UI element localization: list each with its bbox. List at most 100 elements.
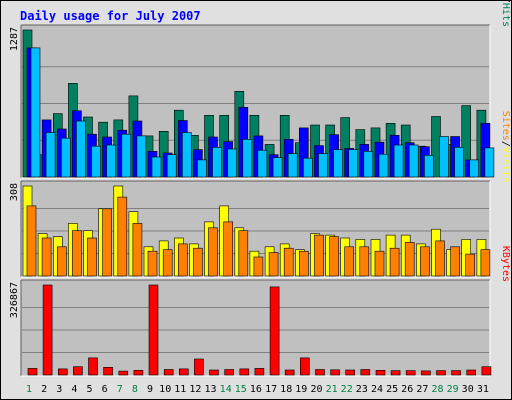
bar-sites-day-28 [435,240,445,277]
x-tick-label-day-27: 27 [416,384,428,395]
x-tick-label-day-29: 29 [447,384,459,395]
bar-pages-day-5 [91,145,101,178]
bar-sites-day-23 [359,246,370,277]
bar-kbytes-day-24 [375,369,386,376]
bar-kbytes-day-19 [299,357,310,376]
bar-kbytes-day-13 [209,369,219,376]
bar-pages-day-4 [76,120,86,178]
x-tick-label-day-19: 19 [295,384,307,395]
x-tick-label-day-7: 7 [117,384,123,395]
bar-sites-day-17 [268,252,279,277]
bar-kbytes-day-22 [345,369,356,376]
x-tick-label-day-30: 30 [462,384,474,395]
bar-kbytes-day-18 [284,369,295,376]
bar-pages-day-9 [151,156,162,178]
x-tick-label-day-25: 25 [386,384,398,395]
legend-item: / [500,0,511,3]
bar-kbytes-day-8 [133,369,144,376]
x-tick-label-day-2: 2 [41,384,47,395]
bar-sites-day-14 [223,221,233,277]
bar-kbytes-day-12 [194,358,204,376]
bar-pages-day-18 [287,153,298,178]
x-tick-label-day-4: 4 [71,384,77,395]
x-tick-label-day-21: 21 [326,384,338,395]
bar-kbytes-day-16 [254,368,265,376]
bar-sites-day-31 [480,249,491,277]
bar-kbytes-day-29 [451,370,461,376]
bar-pages-day-26 [408,144,419,178]
bar-kbytes-day-4 [73,366,83,376]
bar-sites-day-10 [162,249,173,277]
bar-sites-day-29 [450,246,460,277]
legend-item: KBytes [500,246,511,282]
x-tick-label-day-23: 23 [356,384,368,395]
bar-sites-day-30 [465,253,476,277]
bar-sites-day-15 [238,230,249,277]
bar-kbytes-day-23 [360,369,371,376]
bar-kbytes-day-14 [224,369,234,376]
bar-pages-day-11 [182,132,192,178]
legend-item: Sites [500,111,511,141]
x-tick-label-day-5: 5 [86,384,92,395]
bar-sites-day-16 [253,256,264,277]
bar-pages-day-13 [212,147,222,178]
bar-kbytes-day-3 [57,368,68,376]
bar-kbytes-day-27 [421,370,431,376]
x-tick-label-day-24: 24 [371,384,383,395]
bar-pages-day-17 [272,157,283,178]
bar-sites-day-2 [41,237,52,277]
bar-kbytes-day-2 [42,284,53,376]
bar-kbytes-day-31 [481,366,492,376]
y-max-label: 308 [9,183,20,201]
bar-kbytes-day-5 [88,357,98,376]
x-tick-label-day-10: 10 [159,384,171,395]
bar-sites-day-11 [178,243,188,277]
bar-kbytes-day-7 [118,370,129,376]
bar-sites-day-20 [314,234,324,277]
bar-pages-day-10 [166,154,177,178]
bar-pages-day-3 [60,137,71,178]
bar-kbytes-day-15 [239,368,250,376]
bar-pages-day-22 [348,149,359,178]
bar-kbytes-day-28 [436,370,446,376]
bar-pages-day-31 [484,147,495,178]
legend-visits-sites: Sites/Visits [500,111,511,183]
x-tick-label-day-16: 16 [250,384,262,395]
bar-pages-day-20 [318,153,328,178]
bar-pages-day-27 [424,155,434,178]
bar-sites-day-22 [344,246,355,277]
plot-area-kbytes [21,280,490,376]
bar-sites-day-9 [147,250,158,277]
x-tick-label-day-14: 14 [220,384,232,395]
y-max-label: 326867 [9,282,20,318]
bar-pages-day-1 [30,47,41,178]
x-tick-label-day-13: 13 [204,384,216,395]
bar-kbytes-day-10 [163,369,174,376]
x-tick-label-day-8: 8 [132,384,138,395]
bar-pages-day-6 [106,144,116,178]
chart-title: Daily usage for July 2007 [20,9,201,23]
bar-kbytes-day-6 [103,366,113,376]
x-tick-label-day-9: 9 [147,384,153,395]
bar-kbytes-day-20 [315,369,325,376]
bar-kbytes-day-21 [330,369,340,376]
bar-kbytes-day-25 [390,370,401,376]
x-tick-label-day-6: 6 [102,384,108,395]
bar-kbytes-day-17 [269,286,280,376]
bar-sites-day-7 [117,196,128,277]
x-tick-label-day-15: 15 [235,384,247,395]
legend-hits-files-pages: Pages/Files/Hits [500,0,511,27]
x-tick-label-day-17: 17 [265,384,277,395]
bar-pages-day-8 [136,135,147,178]
bar-sites-day-21 [329,236,339,277]
bar-sites-day-5 [87,237,97,277]
bar-sites-day-26 [404,242,415,277]
bar-pages-day-7 [121,133,132,178]
x-tick-label-day-1: 1 [26,384,32,395]
x-tick-label-day-18: 18 [280,384,292,395]
bar-pages-day-16 [257,149,268,178]
legend-item: Visits [500,147,511,183]
bar-pages-day-19 [302,157,313,178]
x-tick-label-day-26: 26 [401,384,413,395]
